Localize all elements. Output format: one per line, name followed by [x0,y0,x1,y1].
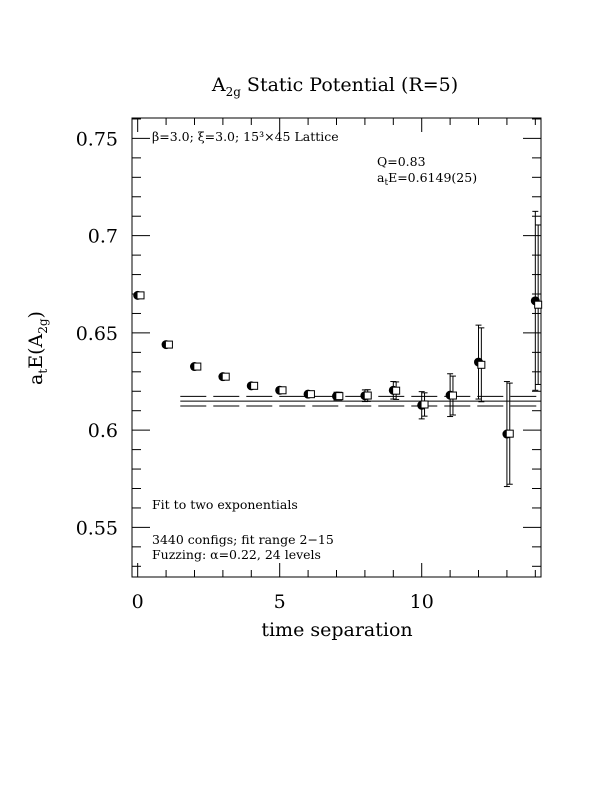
x-axis-label: time separation [261,619,412,641]
data-point-square [420,400,429,409]
data-point-square [477,360,486,369]
y-tick-label: 0.65 [76,323,118,345]
data-point-square [335,392,344,401]
chart-title: A2g Static Potential (R=5) [211,74,458,99]
data-point-square [278,386,287,395]
y-tick-label: 0.75 [76,128,118,150]
data-points [133,210,543,488]
data-point-square [448,391,457,400]
data-point-square [136,291,145,300]
data-point-square [193,362,202,371]
y-tick-label: 0.6 [88,420,118,442]
energy-annotation: atE=0.6149(25) [377,170,477,188]
data-point-square [392,386,401,395]
data-point-square [250,381,259,390]
y-axis-label: atE(A2g) [25,311,50,385]
data-point-square [534,300,543,309]
x-tick-label: 0 [132,591,144,613]
lattice-annotation: β=3.0; ξ=3.0; 15³×45 Lattice [152,129,339,144]
data-point-square [363,391,372,400]
data-point-square [164,340,173,349]
fuzzing-annotation: Fuzzing: α=0.22, 24 levels [152,547,321,562]
data-point-square [221,372,230,381]
y-tick-label: 0.7 [88,226,118,248]
y-tick-label: 0.55 [76,517,118,539]
data-point-square [505,429,514,438]
x-tick-label: 10 [410,591,434,613]
fit-description: Fit to two exponentials [152,497,298,512]
axes: 0 5 10 0.55 0.6 0.65 0.7 0.75 [76,117,542,613]
fit-band [180,395,541,407]
configs-annotation: 3440 configs; fit range 2−15 [152,532,334,547]
x-tick-label: 5 [274,591,286,613]
q-value-annotation: Q=0.83 [377,154,426,169]
data-point-square [306,390,315,399]
